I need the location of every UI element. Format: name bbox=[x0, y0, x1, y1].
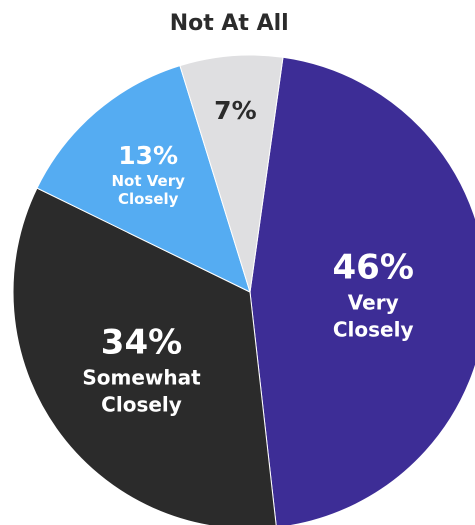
percent-label-somewhat-closely: 34% bbox=[101, 322, 182, 362]
slice-label-not-very-closely: Not Very bbox=[112, 172, 186, 190]
slice-label-very-closely: Closely bbox=[333, 318, 414, 342]
percent-label-very-closely: 46% bbox=[333, 248, 414, 288]
percent-label-not-very-closely: 13% bbox=[118, 141, 178, 170]
pie-slice-not-very-closely bbox=[36, 64, 251, 293]
pie-slice-very-closely bbox=[249, 56, 475, 525]
external-label-not-at-all: Not At All bbox=[170, 11, 289, 36]
pie-slice-not-at-all bbox=[179, 54, 284, 293]
pie-slices bbox=[12, 54, 475, 525]
slice-label-very-closely: Very bbox=[348, 291, 399, 315]
pie-slice-somewhat-closely bbox=[12, 187, 277, 525]
percent-label-not-at-all: 7% bbox=[214, 96, 256, 125]
slice-label-somewhat-closely: Closely bbox=[101, 392, 182, 416]
pie-labels: 46% Very Closely 34% Somewhat Closely 13% Not V… bbox=[82, 11, 414, 416]
slice-label-not-very-closely: Closely bbox=[118, 190, 179, 208]
slice-label-somewhat-closely: Somewhat bbox=[82, 365, 201, 389]
